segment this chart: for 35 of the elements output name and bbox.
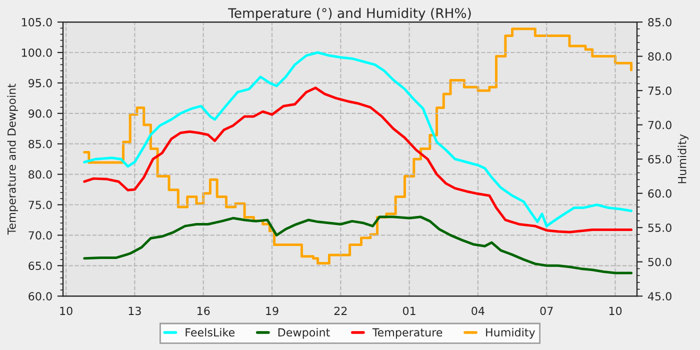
x-tick-label: 13 <box>128 306 141 316</box>
x-tick-label: 04 <box>472 306 484 316</box>
x-tick-label: 10 <box>609 306 622 316</box>
y-tick-label: 80.0 <box>28 170 52 179</box>
y-tick-label: 90.0 <box>28 109 52 118</box>
x-tick-label: 19 <box>266 306 278 316</box>
y2-tick-label: 75.0 <box>648 86 672 95</box>
x-tick-label: 01 <box>402 306 416 316</box>
y-axis-title: Temperature and Dewpoint <box>7 84 18 235</box>
y-tick-label: 70.0 <box>28 231 52 240</box>
x-tick-label: 16 <box>198 306 210 316</box>
y2-tick-label: 55.0 <box>648 224 672 232</box>
y2-tick-label: 70.0 <box>648 120 672 130</box>
x-tick-label: 22 <box>334 306 347 315</box>
y2-tick-label: 85.0 <box>648 18 672 26</box>
y2-tick-label: 60.0 <box>648 189 672 198</box>
y-tick-label: 75.0 <box>28 200 52 210</box>
y-tick-label: 100.0 <box>22 48 52 57</box>
y-tick-label: 95.0 <box>28 78 52 88</box>
y-tick-label: 60.0 <box>28 292 52 300</box>
x-tick-label: 10 <box>60 306 72 316</box>
chart-title: Temperature (°) and Humidity (RH%) <box>228 8 471 21</box>
y2-tick-label: 50.0 <box>648 258 672 266</box>
y-tick-label: 65.0 <box>28 262 52 270</box>
x-tick-label: 07 <box>540 306 553 316</box>
y2-axis-title: Humidity <box>678 134 688 184</box>
y-tick-label: 105.0 <box>22 18 52 26</box>
legend-label: Dewpoint <box>278 328 330 339</box>
y-tick-label: 85.0 <box>28 140 52 148</box>
legend-label: FeelsLike <box>186 328 235 337</box>
y2-tick-label: 45.0 <box>648 292 672 300</box>
legend-label: Humidity <box>486 328 536 339</box>
y2-tick-label: 65.0 <box>648 155 672 164</box>
legend-label: Temperature <box>372 328 442 339</box>
y2-tick-label: 80.0 <box>648 52 672 61</box>
